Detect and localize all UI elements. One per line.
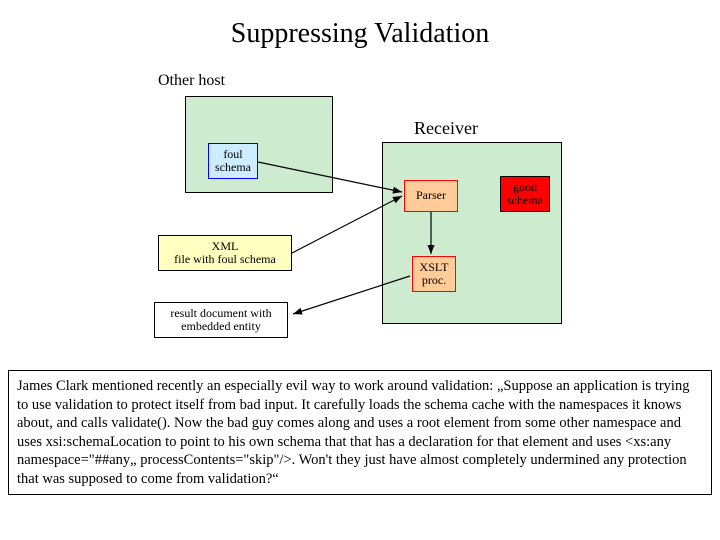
receiver-label: Receiver bbox=[414, 118, 478, 139]
page-title: Suppressing Validation bbox=[0, 18, 720, 50]
result-doc-node: result document with embedded entity bbox=[154, 302, 288, 338]
parser-node: Parser bbox=[404, 180, 458, 212]
xslt-node: XSLT proc. bbox=[412, 256, 456, 292]
xml-file-node: XML file with foul schema bbox=[158, 235, 292, 271]
good-schema-node: good schema bbox=[500, 176, 550, 212]
foul-schema-node: foul schema bbox=[208, 143, 258, 179]
caption-text: James Clark mentioned recently an especi… bbox=[8, 370, 712, 495]
other-host-label: Other host bbox=[158, 72, 225, 90]
receiver-box bbox=[382, 142, 562, 324]
